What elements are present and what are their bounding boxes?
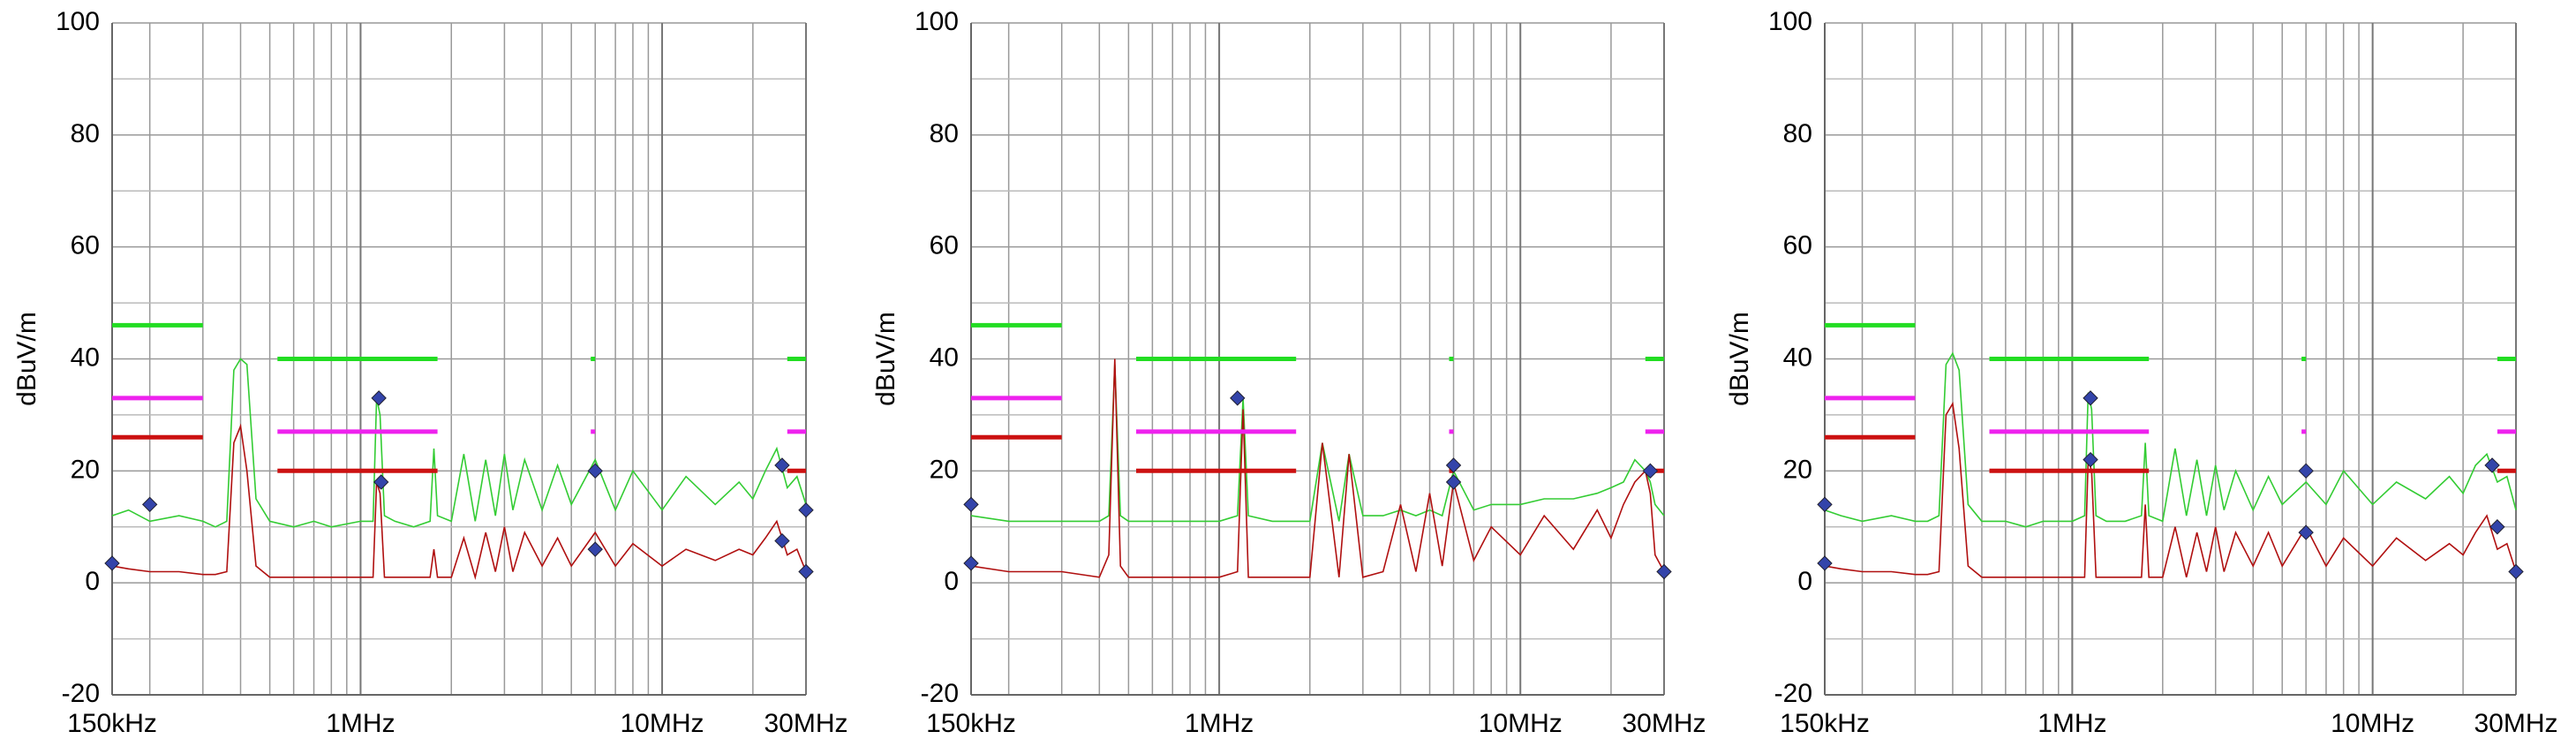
- y-tick-label: 100: [1768, 7, 1812, 36]
- marker: [1445, 457, 1462, 473]
- y-axis-label: dBuV/m: [1725, 312, 1754, 406]
- y-tick-label: 20: [1783, 455, 1812, 484]
- y-tick-label: 20: [71, 455, 100, 484]
- limit-line: [971, 396, 1664, 434]
- y-axis-label: dBuV/m: [871, 312, 900, 406]
- marker: [1817, 555, 1833, 571]
- trace-line: [970, 358, 1665, 578]
- x-tick-label: 150kHz: [67, 709, 157, 738]
- x-tick-label: 10MHz: [1479, 709, 1563, 738]
- y-tick-label: 80: [1783, 119, 1812, 148]
- y-tick-label: -20: [62, 679, 100, 708]
- marker: [104, 555, 120, 571]
- marker: [1642, 463, 1659, 479]
- y-tick-label: -20: [921, 679, 959, 708]
- x-tick-label: 30MHz: [1622, 709, 1706, 738]
- marker: [2489, 519, 2505, 535]
- y-tick-label: 0: [1797, 567, 1812, 596]
- y-tick-label: 60: [71, 231, 100, 260]
- marker: [587, 463, 603, 479]
- y-tick-label: 0: [944, 567, 959, 596]
- marker: [1445, 474, 1462, 490]
- marker: [2298, 463, 2314, 479]
- y-axis-label: dBuV/m: [12, 312, 41, 406]
- marker: [587, 541, 603, 557]
- limit-line: [1825, 322, 2516, 361]
- y-tick-label: 100: [915, 7, 959, 36]
- marker: [798, 563, 814, 580]
- x-tick-label: 30MHz: [2474, 709, 2557, 738]
- marker: [373, 474, 389, 490]
- marker: [774, 532, 790, 549]
- limit-line: [1825, 434, 2516, 473]
- x-tick-label: 10MHz: [621, 709, 704, 738]
- marker: [963, 496, 979, 513]
- trace-line: [1824, 401, 2517, 578]
- y-tick-label: 40: [930, 343, 959, 372]
- limit-line: [971, 434, 1664, 473]
- y-tick-label: 0: [85, 567, 100, 596]
- x-tick-label: 150kHz: [1780, 709, 1870, 738]
- limit-line: [1825, 396, 2516, 434]
- limit-line: [112, 434, 806, 473]
- trace-line: [111, 423, 807, 580]
- marker: [963, 555, 979, 571]
- x-tick-label: 1MHz: [1185, 709, 1254, 738]
- x-tick-label: 1MHz: [326, 709, 395, 738]
- marker: [1230, 390, 1246, 406]
- marker: [371, 390, 387, 406]
- marker: [1656, 563, 1672, 580]
- x-tick-label: 1MHz: [2037, 709, 2106, 738]
- trace-line: [970, 364, 1665, 523]
- marker: [798, 502, 814, 518]
- marker: [2484, 457, 2500, 473]
- y-tick-label: 80: [71, 119, 100, 148]
- x-tick-label: 10MHz: [2331, 709, 2414, 738]
- marker: [774, 457, 790, 473]
- x-tick-label: 30MHz: [764, 709, 847, 738]
- limit-line: [971, 322, 1664, 361]
- marker: [141, 496, 158, 513]
- x-tick-label: 150kHz: [926, 709, 1016, 738]
- y-tick-label: -20: [1774, 679, 1812, 708]
- marker: [2508, 563, 2524, 580]
- marker: [2083, 451, 2098, 468]
- y-tick-label: 100: [56, 7, 100, 36]
- y-tick-label: 80: [930, 119, 959, 148]
- marker: [2083, 390, 2098, 406]
- trace-line: [111, 358, 807, 528]
- trace-line: [1824, 351, 2517, 528]
- marker: [2298, 524, 2314, 540]
- limit-line: [112, 396, 806, 434]
- y-tick-label: 60: [1783, 231, 1812, 260]
- y-tick-label: 40: [71, 343, 100, 372]
- y-tick-label: 60: [930, 231, 959, 260]
- limit-line: [112, 322, 806, 361]
- y-tick-label: 20: [930, 455, 959, 484]
- marker: [1817, 496, 1833, 513]
- y-tick-label: 40: [1783, 343, 1812, 372]
